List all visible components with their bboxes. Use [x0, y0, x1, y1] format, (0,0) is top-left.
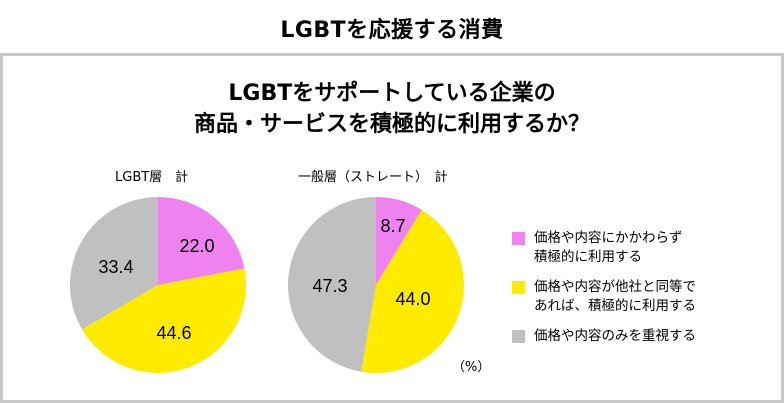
slice-value-label: 8.7	[380, 216, 405, 236]
slice-price-only	[69, 197, 158, 330]
pie-chart-general: 8.7 44.0 47.3	[287, 197, 465, 374]
slice-value-label: 22.0	[179, 236, 214, 256]
pie-chart-lgbt: 22.0 44.6 33.4	[69, 197, 247, 374]
slice-value-label: 44.0	[395, 289, 430, 309]
slice-if-equal	[361, 209, 465, 374]
slice-value-label: 33.4	[98, 257, 133, 277]
legend-label: 価格や内容のみを重視する	[534, 328, 696, 344]
slice-value-label: 47.3	[312, 276, 347, 296]
slice-price-only	[287, 197, 376, 372]
chart-subtitle: LGBTをサポートしている企業の 商品・サービスを積極的に利用するか？	[0, 78, 784, 140]
slice-value-label: 44.6	[156, 323, 191, 343]
legend-item-regardless: 価格や内容にかかわらず 積極的に利用する	[512, 229, 752, 267]
legend-swatch-yellow	[512, 281, 525, 294]
page-title: LGBTを応援する消費	[280, 18, 504, 43]
legend-item-if-equal: 価格や内容が他社と同等で あれば、積極的に利用する	[512, 278, 752, 316]
legend-item-price-only: 価格や内容のみを重視する	[512, 327, 752, 346]
legend-swatch-pink	[512, 232, 525, 245]
subtitle-line-2: 商品・サービスを積極的に利用するか？	[193, 112, 590, 137]
legend-label: 価格や内容にかかわらず 積極的に利用する	[534, 230, 683, 265]
legend-label: 価格や内容が他社と同等で あれば、積極的に利用する	[534, 279, 696, 314]
pie-label-general: 一般層（ストレート） 計	[298, 170, 448, 185]
slice-if-equal	[81, 268, 247, 374]
unit-label: （%）	[452, 360, 491, 375]
subtitle-line-1: LGBTをサポートしている企業の	[228, 81, 556, 106]
legend: 価格や内容にかかわらず 積極的に利用する 価格や内容が他社と同等で あれば、積極…	[512, 229, 752, 357]
slice-regardless	[376, 197, 422, 285]
pie-label-lgbt: LGBT層 計	[115, 170, 189, 185]
legend-swatch-gray	[512, 330, 525, 343]
slice-regardless	[158, 197, 245, 285]
